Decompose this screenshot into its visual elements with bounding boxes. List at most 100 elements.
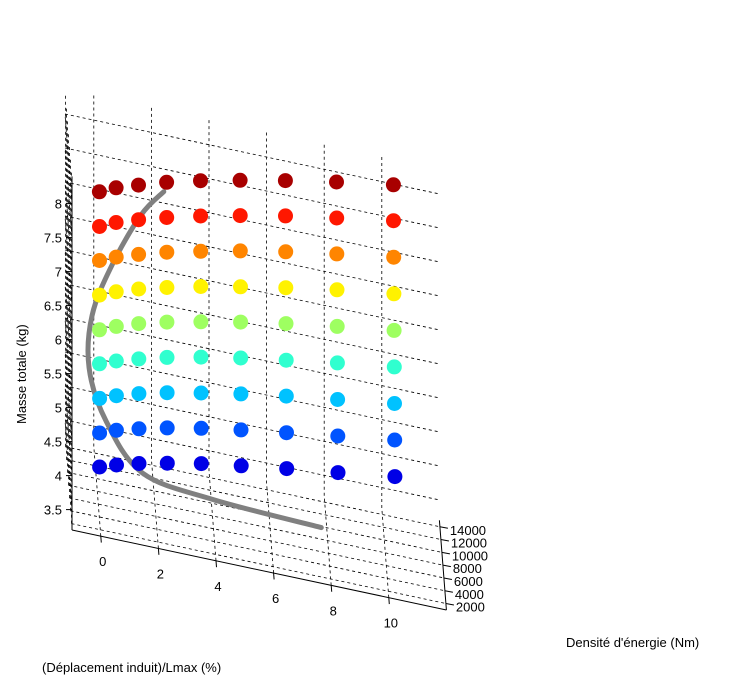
data-point [131,386,147,402]
grid-line [68,484,443,566]
data-point [92,425,108,441]
data-point [232,172,248,188]
data-point [159,314,175,330]
data-point [91,184,107,200]
axes-box [66,176,454,611]
data-point [193,420,209,436]
y-tick-label: 4000 [455,587,484,602]
data-point [232,208,248,224]
data-point [330,392,346,407]
data-point [108,180,124,196]
data-points [91,172,403,485]
grid-line [71,523,446,604]
y-tick-mark [442,564,451,568]
z-tick-label: 6 [55,333,62,348]
grid-line [64,181,73,272]
grid-line [64,419,73,510]
data-point [278,208,293,224]
x-axis-label: (Déplacement induit)/Lmax (%) [42,660,221,675]
data-point [131,246,147,262]
data-point [108,388,124,404]
grid-line [381,508,390,598]
data-point [193,314,209,330]
data-point [159,349,175,365]
x-tick-mark [330,585,333,592]
data-point [386,359,402,375]
y-tick-mark [443,577,452,580]
data-point [329,246,345,262]
grid-line [70,510,445,592]
grid-line [64,351,440,433]
data-point [279,461,295,477]
grid-line [64,215,440,297]
z-tick-label: 7 [55,265,62,280]
data-point [387,396,402,411]
grid-line [64,181,440,263]
x-tick-label: 10 [384,616,398,631]
data-point [159,210,175,225]
data-point [387,469,403,485]
data-point [131,316,147,332]
data-point [278,352,294,368]
data-point [159,280,175,295]
grid-line [64,385,440,467]
data-point [233,350,249,366]
data-point [329,210,345,226]
y-tick-label: 10000 [452,548,488,563]
data-point [193,279,209,294]
x-tick-mark [388,597,390,605]
data-point [159,385,175,401]
grid-line [69,497,444,579]
z-tick-label: 4.5 [44,435,62,450]
x-tick-mark [157,548,160,555]
data-point [92,356,107,372]
data-point [109,457,124,473]
x-tick-mark [100,536,102,543]
data-point [329,174,344,190]
grid-line [64,113,73,204]
x-tick-label: 6 [272,591,279,606]
grid-line [64,215,73,306]
grid-line [64,283,73,374]
y-tick-mark [444,590,453,593]
data-point [108,422,124,438]
data-point [233,279,248,295]
data-point [233,314,249,330]
grid-line [67,472,442,553]
data-point [329,355,345,371]
data-point [159,174,175,190]
grid-line [208,471,217,561]
data-point [329,318,345,334]
data-point [385,177,401,193]
data-point [131,212,147,228]
y-tick-mark [440,539,449,542]
y-tick-label: 6000 [454,574,483,589]
data-point [92,459,108,475]
data-point [193,385,209,401]
data-point [278,388,294,404]
y-tick-label: 14000 [450,523,486,538]
data-point [159,455,175,471]
data-point [193,243,209,259]
y-tick-mark [439,526,448,529]
data-point [387,432,403,448]
data-point [233,422,249,438]
data-point [330,428,346,444]
data-point [232,243,248,259]
grid-line [151,458,159,549]
grid-line [64,147,73,238]
data-point [277,173,293,189]
z-tick-label: 6.5 [44,299,62,314]
z-tick-label: 8 [55,197,62,212]
data-point [92,253,107,268]
data-point [108,353,124,369]
grid-line [64,283,440,365]
grid-line [64,385,73,476]
z-tick-label: 3.5 [44,503,62,518]
data-point [131,351,147,367]
grid-line [64,249,73,340]
data-point [330,465,346,481]
z-tick-label: 5.5 [44,367,62,382]
data-point [131,456,147,471]
x-tick-label: 0 [99,554,106,569]
